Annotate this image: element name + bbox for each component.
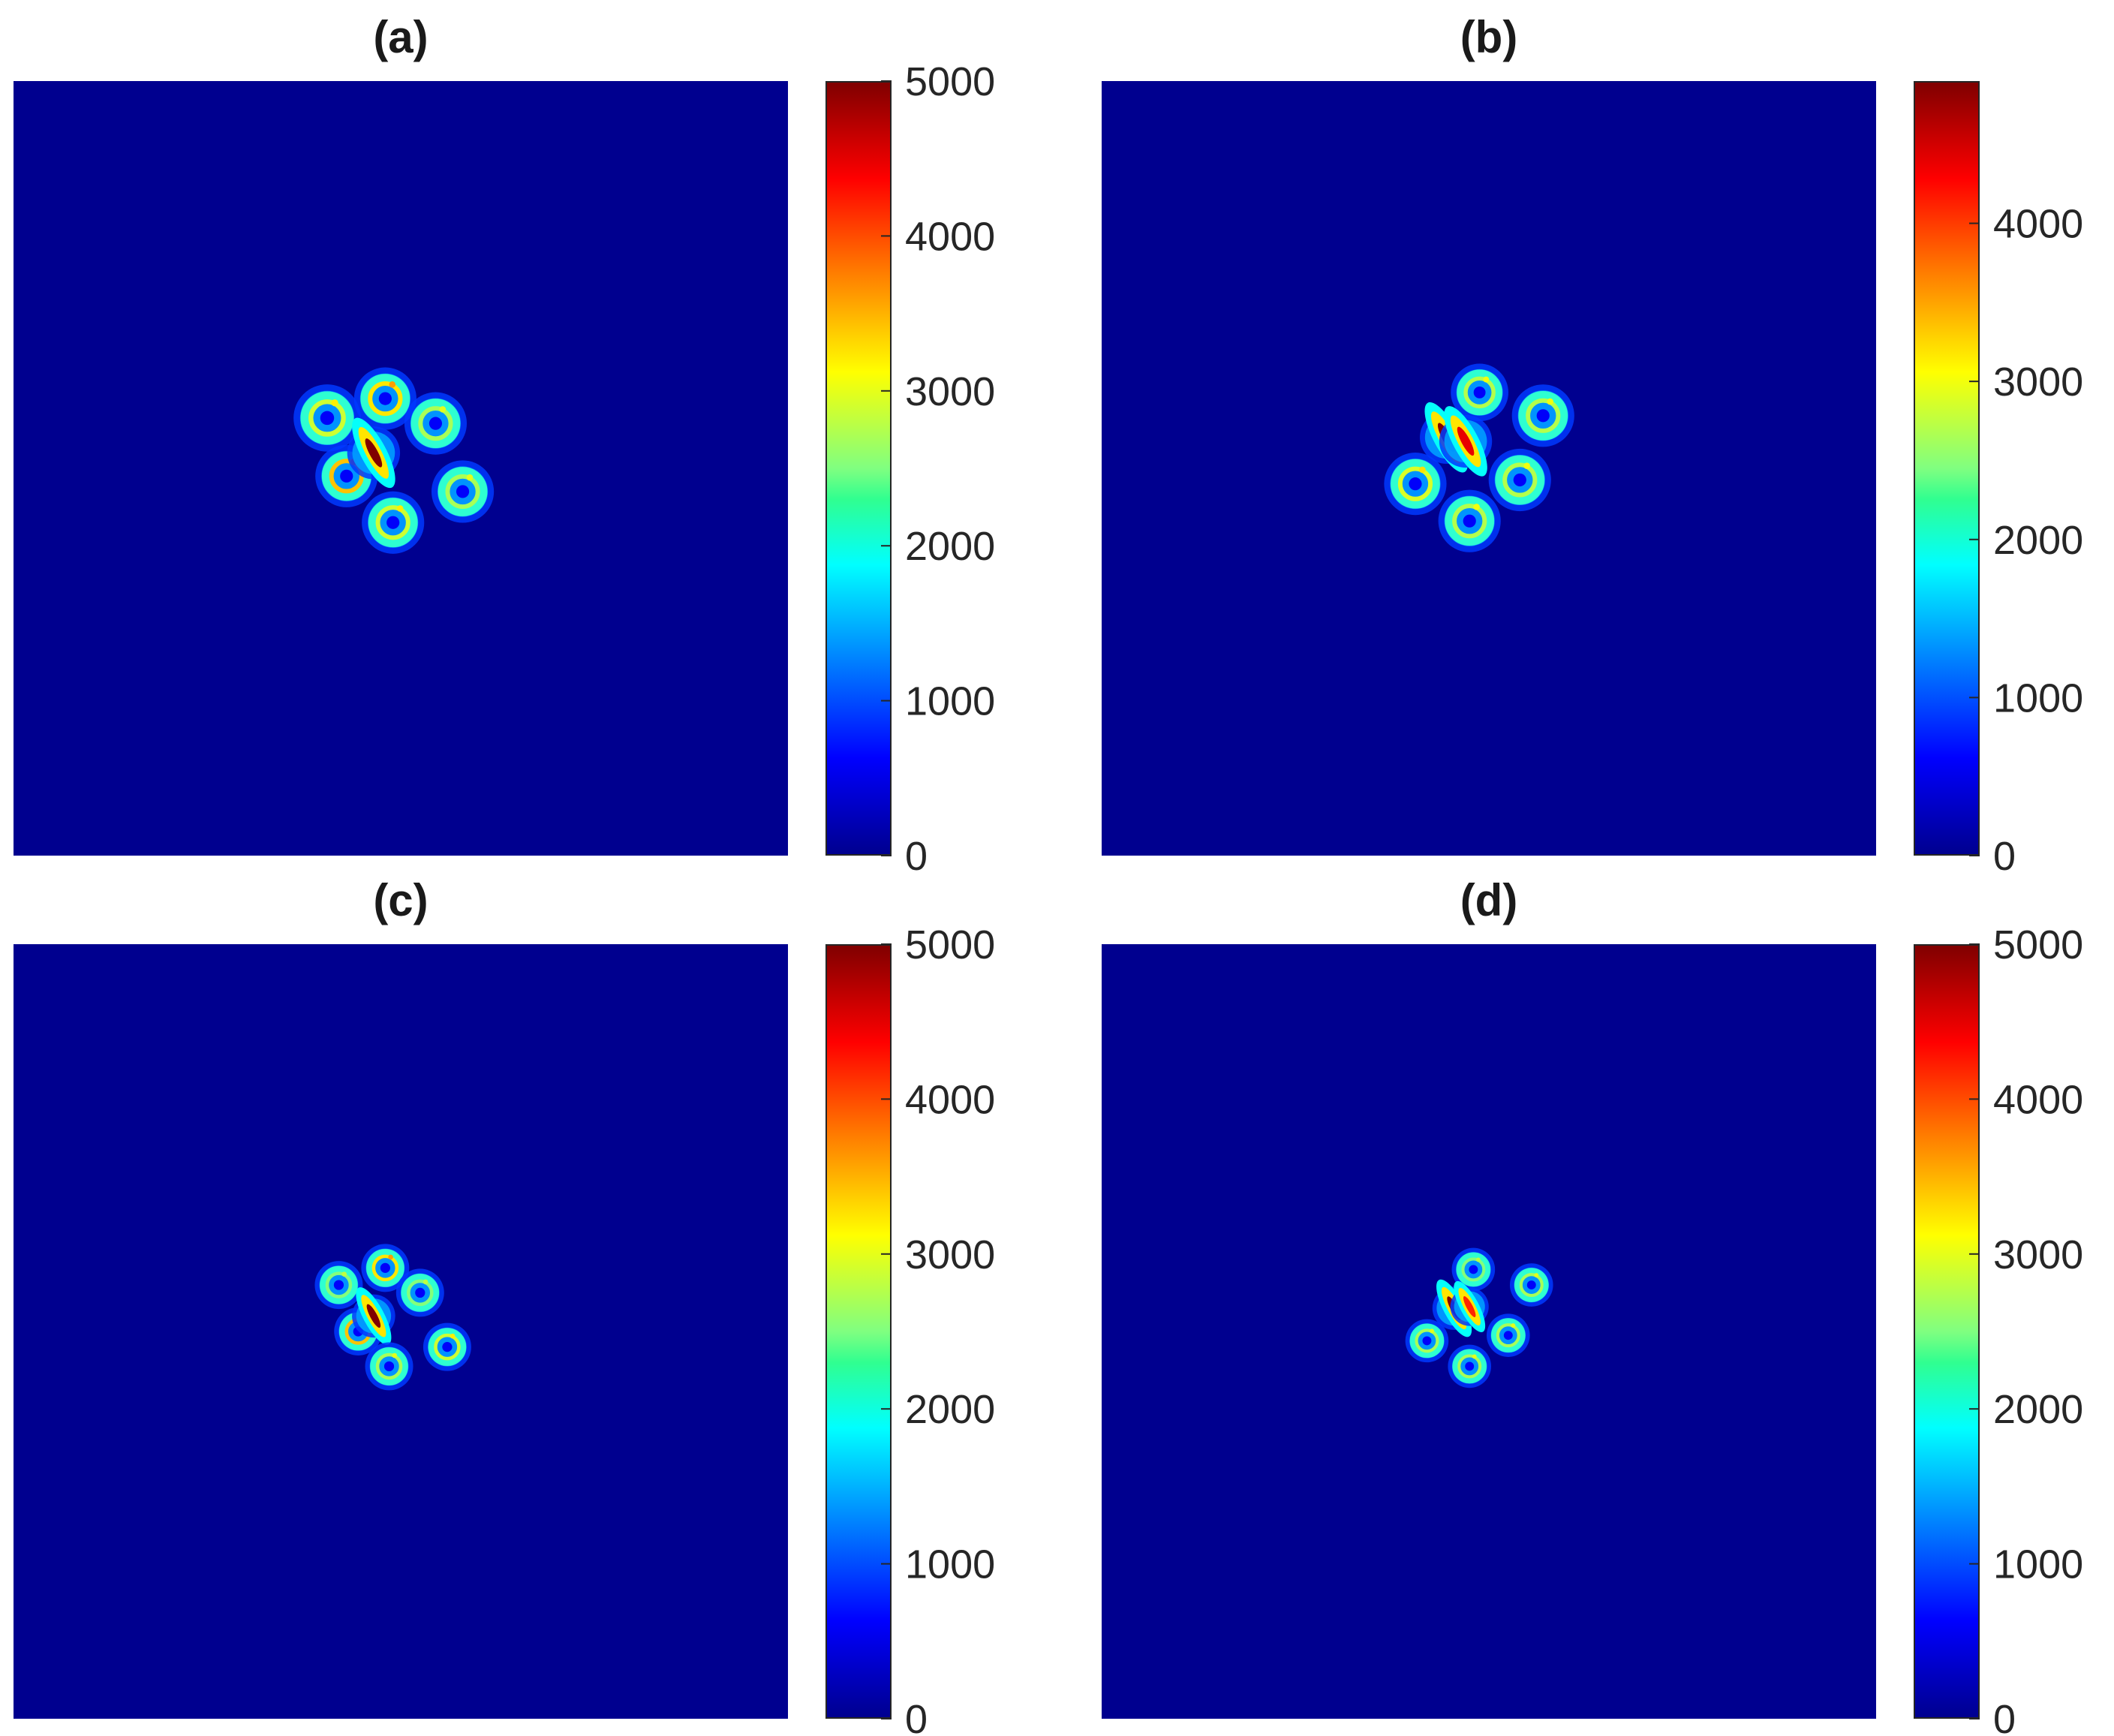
colorbar: [1914, 81, 1980, 856]
intensity-spot-2: [353, 367, 416, 430]
colorbar-tick-label: 2000: [1993, 518, 2083, 563]
intensity-spot-7: [1438, 489, 1501, 552]
intensity-spot-3: [404, 392, 468, 455]
intensity-spot-1: [314, 1261, 363, 1310]
colorbar-tick-label: 1000: [1993, 675, 2083, 721]
colorbar-tick-label: 4000: [905, 1077, 995, 1122]
intensity-spot-1: [293, 384, 361, 452]
colorbar-tick-label: 3000: [905, 1232, 995, 1277]
colorbar-tick-label: 0: [905, 834, 928, 879]
intensity-spot-6: [431, 460, 495, 523]
heatmap-plot: [14, 944, 788, 1719]
heatmap-canvas: [1384, 363, 1574, 552]
panel-title: (c): [373, 875, 429, 925]
intensity-spot-2: [361, 1244, 410, 1292]
colorbar-axis: 0 1000 2000 3000 4000 5000: [881, 59, 995, 879]
colorbar-tick-label: 2000: [905, 1387, 995, 1432]
heatmap-canvas: [1405, 1247, 1553, 1388]
heatmap-plot: [14, 81, 788, 856]
intensity-spot-1: [1451, 363, 1509, 422]
panel-title: (d): [1460, 875, 1518, 925]
heatmap-canvas: [293, 367, 495, 554]
colorbar-axis: 0 1000 2000 3000 4000 5000: [1969, 922, 2083, 1736]
colorbar-tick-label: 0: [1993, 834, 2016, 879]
colorbar-tick-label: 0: [1993, 1697, 2016, 1736]
colorbar-tick-label: 3000: [1993, 360, 2083, 405]
colorbar-tick-label: 2000: [905, 524, 995, 569]
colorbar-axis: 0 1000 2000 3000 4000 5000: [881, 922, 995, 1736]
intensity-spot-2: [1509, 1263, 1553, 1307]
intensity-spot-4: [1450, 1280, 1489, 1333]
colorbar-tick-label: 1000: [905, 1542, 995, 1587]
intensity-spot-7: [1448, 1344, 1491, 1388]
colorbar-tick-label: 5000: [1993, 922, 2083, 967]
intensity-spot-7: [365, 1342, 413, 1391]
intensity-spot-1: [1451, 1247, 1496, 1292]
intensity-spot-2: [1511, 384, 1574, 447]
colorbar-tick-label: 1000: [1993, 1542, 2083, 1587]
intensity-spot-6: [422, 1322, 471, 1371]
panel-title: (a): [373, 12, 429, 62]
colorbar-tick-label: 3000: [1993, 1232, 2083, 1277]
colorbar-tick-label: 4000: [1993, 1077, 2083, 1122]
colorbar-tick-label: 1000: [905, 679, 995, 724]
colorbar-tick-label: 0: [905, 1697, 928, 1736]
intensity-spot-4: [1439, 406, 1493, 477]
intensity-spot-5: [1405, 1319, 1449, 1363]
heatmap-plot: [1102, 944, 1876, 1719]
colorbar-tick-label: 5000: [905, 922, 995, 967]
colorbar-tick-label: 3000: [905, 369, 995, 414]
colorbar-tick-label: 5000: [905, 59, 995, 104]
intensity-spot-5: [1384, 453, 1447, 516]
heatmap-canvas: [314, 1244, 471, 1391]
intensity-spot-5: [347, 417, 401, 489]
colorbar-tick-label: 2000: [1993, 1387, 2083, 1432]
intensity-spot-5: [352, 1287, 395, 1345]
colorbar-tick-label: 4000: [1993, 202, 2083, 247]
colorbar-axis: 0 1000 2000 3000 4000: [1969, 202, 2083, 879]
colorbar-tick-label: 4000: [905, 214, 995, 259]
colorbar: [1914, 944, 1980, 1719]
intensity-spot-7: [362, 491, 425, 554]
panel-title: (b): [1460, 12, 1518, 62]
colorbar: [825, 81, 892, 856]
intensity-spot-3: [395, 1268, 444, 1317]
intensity-spot-6: [1488, 448, 1551, 512]
heatmap-plot: [1102, 81, 1876, 856]
intensity-spot-6: [1487, 1313, 1530, 1357]
colorbar: [825, 944, 892, 1719]
